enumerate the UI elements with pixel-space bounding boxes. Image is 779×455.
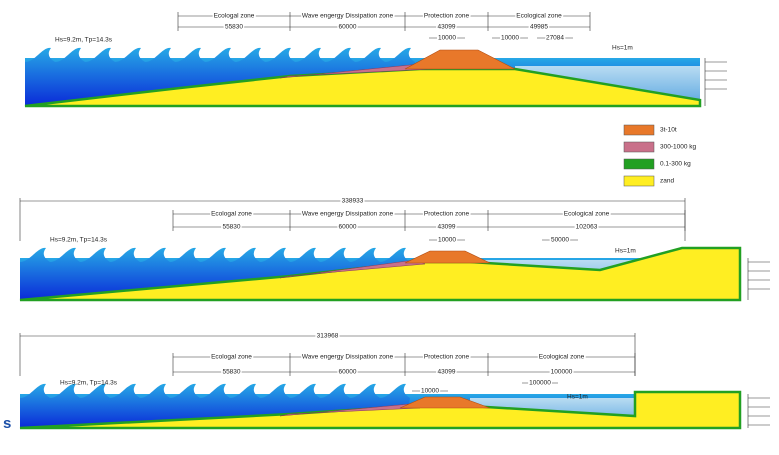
- zone-length: 55830: [222, 369, 240, 376]
- wave-condition-inshore: Hs=1m: [615, 248, 636, 255]
- sub-dimension: 10000: [421, 388, 439, 395]
- overall-length: 313968: [317, 333, 339, 340]
- zone-label: Protection zone: [424, 354, 470, 361]
- zone-length: 60000: [338, 24, 356, 31]
- zone-label: Wave engergy Dissipation zone: [302, 354, 394, 361]
- armour-300-1000kg: [279, 259, 426, 279]
- zone-label: Protection zone: [424, 211, 470, 218]
- wave-condition-offshore: Hs=9.2m, Tp=14.3s: [60, 380, 118, 387]
- zone-label: Ecologal zone: [211, 211, 252, 218]
- wave-condition-offshore: Hs=9.2m, Tp=14.3s: [50, 237, 108, 244]
- legend-label: 3t-10t: [660, 127, 677, 134]
- sub-dimension: 50000: [551, 237, 569, 244]
- legend-label: zand: [660, 178, 674, 185]
- legend-swatch: [623, 158, 655, 170]
- zone-label: Wave engergy Dissipation zone: [302, 13, 394, 20]
- zone-length: 43099: [437, 224, 455, 231]
- zone-label: Ecological zone: [564, 211, 610, 218]
- legend-label: 300-1000 kg: [660, 144, 697, 151]
- sub-dimension: 10000: [438, 237, 456, 244]
- footer-fragment: s: [3, 415, 11, 432]
- wave-condition-inshore: Hs=1m: [567, 394, 588, 401]
- zone-length: 43099: [437, 369, 455, 376]
- zone-length: 100000: [551, 369, 573, 376]
- cross-section: 313968 Ecologal zone 55830 Wave engergy Dis…: [19, 331, 770, 430]
- zone-label: Ecologal zone: [211, 354, 252, 361]
- zone-length: 102063: [576, 224, 598, 231]
- zone-label: Protection zone: [424, 13, 470, 20]
- wave-condition-inshore: Hs=1m: [612, 45, 633, 52]
- legend-swatch: [623, 175, 655, 187]
- zone-length: 55830: [222, 224, 240, 231]
- zone-length: 49985: [530, 24, 548, 31]
- zone-label: Ecologal zone: [214, 13, 255, 20]
- legend-label: 0.1-300 kg: [660, 161, 691, 168]
- zone-length: 43099: [437, 24, 455, 31]
- armour-3t-10t: [404, 49, 516, 70]
- cross-section: Ecologal zone 55830 Wave engergy Dissipati…: [24, 11, 727, 108]
- cross-section: 338933 Ecologal zone 55830 Wave engergy Dis…: [19, 196, 770, 302]
- sub-dimension: 27084: [546, 35, 564, 42]
- wave-condition-offshore: Hs=9.2m, Tp=14.3s: [55, 37, 113, 44]
- armour-3t-10t: [404, 250, 491, 264]
- zone-label: Ecological zone: [539, 354, 585, 361]
- zone-length: 60000: [338, 369, 356, 376]
- overall-length: 338933: [342, 198, 364, 205]
- legend-swatch: [623, 141, 655, 153]
- sub-dimension: 10000: [501, 35, 519, 42]
- zone-length: 60000: [338, 224, 356, 231]
- legend-swatch: [623, 124, 655, 136]
- sub-dimension: 10000: [438, 35, 456, 42]
- zone-length: 55830: [225, 24, 243, 31]
- sub-dimension: 100000: [529, 380, 551, 387]
- zone-label: Ecological zone: [516, 13, 562, 20]
- armour-3t-10t: [399, 396, 491, 409]
- zone-label: Wave engergy Dissipation zone: [302, 211, 394, 218]
